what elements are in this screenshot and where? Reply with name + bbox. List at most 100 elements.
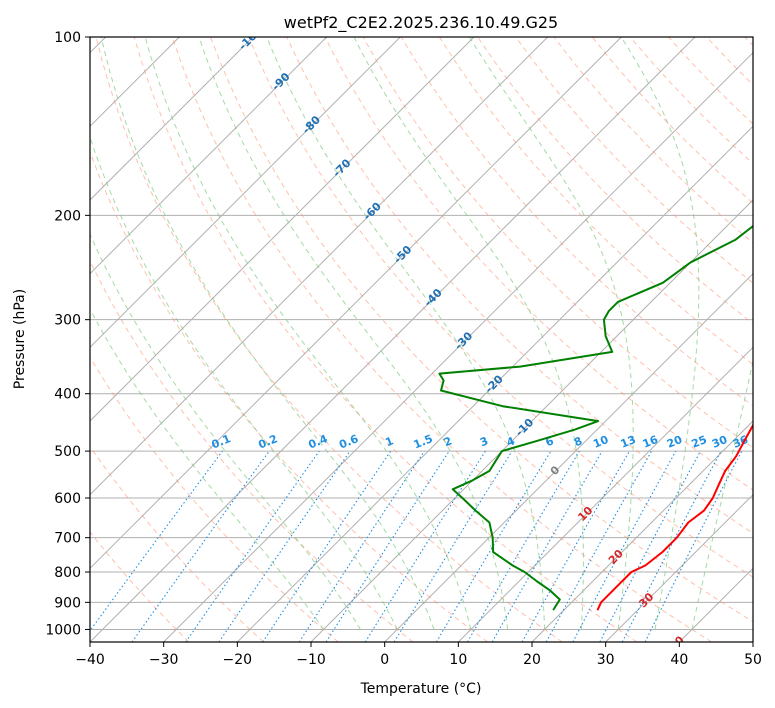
moist-adiabat [469, 37, 634, 630]
temperature-label: -80 [300, 113, 323, 136]
moist-adiabat [266, 37, 546, 630]
x-tick-label: −30 [149, 652, 179, 668]
dry-adiabat [133, 37, 638, 642]
temperature-label: -90 [269, 70, 292, 93]
mixing-ratio-line [364, 450, 486, 642]
x-tick-label: 40 [670, 652, 688, 668]
dry-adiabat [210, 37, 753, 623]
dry-adiabat [90, 531, 190, 642]
temperature-label: 40 [667, 633, 687, 653]
mixing-ratio-line [90, 450, 223, 632]
isotherm-line [90, 37, 475, 422]
mixing-ratio-label: 20 [665, 433, 684, 451]
mixing-ratio-line [131, 450, 270, 642]
isotherm-line [531, 420, 753, 642]
mixing-ratio-line [467, 450, 580, 642]
mixing-ratio-line [298, 450, 425, 642]
dry-adiabat [668, 37, 753, 125]
mixing-ratio-line [393, 450, 513, 642]
moist-adiabat [620, 37, 700, 630]
mixing-ratio-line [644, 450, 743, 642]
y-tick-label: 700 [54, 531, 81, 547]
x-tick-label: 30 [597, 652, 615, 668]
temperature-label: 10 [575, 504, 595, 524]
isotherm-line [90, 37, 549, 496]
x-tick-label: −10 [296, 652, 326, 668]
y-tick-label: 200 [54, 208, 81, 224]
y-axis-label: Pressure (hPa) [12, 289, 28, 389]
mixing-ratio-line [218, 450, 351, 642]
moist-adiabat [198, 37, 509, 630]
y-tick-label: 600 [54, 491, 81, 507]
y-tick-label: 800 [54, 565, 81, 581]
dry-adiabat [90, 445, 264, 642]
dry-adiabat [90, 356, 339, 642]
mixing-ratio-label: 16 [641, 433, 660, 451]
temperature-label: -60 [361, 200, 384, 223]
temperature-profile [596, 423, 753, 611]
dry-adiabat [438, 37, 753, 366]
dry-adiabat [706, 37, 753, 86]
y-tick-label: 500 [54, 444, 81, 460]
x-tick-label: 10 [449, 652, 467, 668]
moist-adiabat [90, 232, 361, 630]
x-tick-label: −20 [223, 652, 253, 668]
mixing-ratio-label: 10 [591, 433, 610, 451]
temperature-label: -50 [391, 243, 414, 266]
y-tick-label: 1000 [45, 622, 81, 638]
mixing-ratio-label: 1 [383, 434, 395, 449]
mixing-ratio-line [325, 450, 450, 642]
temperature-label: -20 [483, 372, 506, 395]
isotherm-line [310, 199, 753, 642]
x-tick-label: 20 [523, 652, 541, 668]
y-tick-label: 900 [54, 595, 81, 611]
isotherm-line [90, 37, 401, 349]
isotherm-line [236, 125, 753, 642]
y-tick-label: 300 [54, 313, 81, 329]
moist-adiabat [90, 135, 398, 630]
reference-line-labels: 0.1 0.2 0.4 0.6 1 1.5 2 3 4 6 8 10 13 16 20 25 30 36-100-… [210, 37, 751, 653]
y-tick-label: 400 [54, 387, 81, 403]
temperature-label: -30 [452, 329, 475, 352]
dry-adiabat [248, 37, 753, 578]
mixing-ratio-line [599, 450, 701, 642]
x-axis-ticks: −40 −30 −20 −10 0 10 20 30 40 50 [75, 642, 762, 668]
y-tick-label: 100 [54, 30, 81, 46]
mixing-ratio-line [521, 450, 630, 642]
mixing-ratio-label: 25 [690, 433, 709, 451]
chart-title: wetPf2_C2E2.2025.236.10.49.G25 [284, 13, 558, 33]
dry-adiabat [95, 37, 563, 642]
isotherm-line [384, 272, 753, 642]
mixing-ratio-line [545, 450, 653, 642]
mixing-ratio-line [572, 450, 677, 642]
temperature-label: 30 [636, 590, 656, 610]
mixing-ratio-label: 13 [619, 433, 638, 451]
x-tick-label: 0 [380, 652, 389, 668]
isotherm-line [90, 37, 254, 201]
isotherm-line [90, 37, 622, 570]
temperature-label: 20 [606, 547, 626, 567]
dry-adiabat [515, 37, 753, 284]
sounding-profiles [438, 224, 753, 611]
mixing-ratio-label: 0.4 [306, 432, 329, 451]
mixing-ratio-label: 2 [442, 434, 454, 449]
moist-adiabat [353, 37, 584, 630]
isotherm-line [457, 346, 753, 642]
isotherm-line [678, 567, 753, 642]
plot-frame [89, 36, 754, 643]
isotherm-line [163, 51, 753, 642]
isotherm-line [90, 37, 328, 275]
mixing-ratio-label: 3 [478, 434, 490, 449]
moist-adiabat [100, 37, 435, 630]
dry-adiabat [171, 37, 712, 642]
dry-adiabat [90, 150, 488, 642]
mixing-ratio-line [185, 450, 320, 642]
x-tick-label: −40 [75, 652, 105, 668]
temperature-label: -70 [330, 156, 353, 179]
dry-adiabat [90, 259, 414, 642]
mixing-ratio-line [262, 450, 392, 642]
dewpoint-profile [438, 224, 753, 611]
dry-adiabat [744, 37, 753, 47]
isotherm-line [90, 37, 696, 642]
dry-adiabat [286, 37, 753, 534]
